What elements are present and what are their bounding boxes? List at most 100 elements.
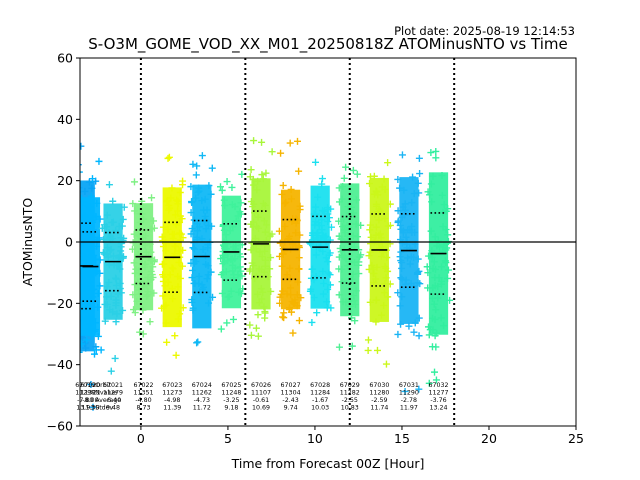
data-point xyxy=(440,322,448,330)
orbit-stat-value: 11.97 xyxy=(400,405,418,412)
data-point xyxy=(319,290,327,298)
data-point xyxy=(160,223,168,231)
data-point xyxy=(343,262,351,270)
data-point xyxy=(117,289,125,297)
data-point xyxy=(108,219,116,227)
data-point xyxy=(159,243,167,251)
chart-title: S-O3M_GOME_VOD_XX_M01_20250818Z ATOMinus… xyxy=(88,35,567,54)
x-tick-label: 15 xyxy=(394,431,410,446)
data-point xyxy=(408,228,416,236)
data-point xyxy=(380,289,388,297)
data-point xyxy=(209,293,217,301)
data-point xyxy=(232,242,240,250)
data-point xyxy=(357,221,365,229)
orbit-stat-value: -2.78 xyxy=(401,397,417,404)
data-point xyxy=(339,298,347,306)
data-point xyxy=(95,157,103,165)
data-point xyxy=(103,211,111,219)
orbit-stat-value: 11280 xyxy=(369,390,389,397)
data-point xyxy=(372,223,380,231)
data-point xyxy=(437,314,445,322)
data-point xyxy=(96,215,104,223)
data-point xyxy=(349,232,357,240)
data-point xyxy=(130,230,138,238)
data-point xyxy=(367,233,375,241)
data-point xyxy=(327,223,335,231)
x-tick-label: 20 xyxy=(481,431,497,446)
data-point xyxy=(335,291,343,299)
data-point xyxy=(87,282,95,290)
data-point xyxy=(341,226,349,234)
data-point xyxy=(101,317,109,325)
data-point xyxy=(320,207,328,215)
orbit-stat-value: 67023 xyxy=(162,382,182,389)
data-point xyxy=(310,294,318,302)
data-point xyxy=(336,244,344,252)
data-point xyxy=(372,318,380,326)
data-point xyxy=(433,242,441,250)
data-point xyxy=(400,186,408,194)
data-point xyxy=(195,187,203,195)
stats-header-label: Nvalue xyxy=(95,390,117,397)
data-point xyxy=(404,254,412,262)
data-point xyxy=(87,192,95,200)
orbit-stat-value: -4.80 xyxy=(135,397,151,404)
data-point xyxy=(402,233,410,241)
data-point xyxy=(295,242,303,250)
data-point xyxy=(293,291,301,299)
data-point xyxy=(199,245,207,253)
data-point xyxy=(353,170,361,178)
data-point xyxy=(159,277,167,285)
data-point xyxy=(295,317,303,325)
data-point xyxy=(405,322,413,330)
data-point xyxy=(345,223,353,231)
data-point xyxy=(262,236,270,244)
data-point xyxy=(103,244,111,252)
data-point xyxy=(203,206,211,214)
data-point xyxy=(135,286,143,294)
data-point xyxy=(366,221,374,229)
data-point xyxy=(351,258,359,266)
data-point xyxy=(267,287,275,295)
data-point xyxy=(119,254,127,262)
data-point xyxy=(318,180,326,188)
data-point xyxy=(81,187,89,195)
data-point xyxy=(131,207,139,215)
data-point xyxy=(268,148,276,156)
data-point xyxy=(139,306,147,314)
data-point xyxy=(312,272,320,280)
data-point xyxy=(261,201,269,209)
data-point xyxy=(338,223,346,231)
data-point xyxy=(90,350,98,358)
data-point xyxy=(174,315,182,323)
data-point xyxy=(338,278,346,286)
data-point xyxy=(432,376,440,384)
data-point xyxy=(296,231,304,239)
data-point xyxy=(278,262,286,270)
data-point xyxy=(444,205,452,213)
data-point xyxy=(179,181,187,189)
data-point xyxy=(149,263,157,271)
data-point xyxy=(276,299,284,307)
data-point xyxy=(261,247,269,255)
data-point xyxy=(320,279,328,287)
data-point xyxy=(204,271,212,279)
data-point xyxy=(111,354,119,362)
data-point xyxy=(292,229,300,237)
data-point xyxy=(89,226,97,234)
data-point xyxy=(217,271,225,279)
data-point xyxy=(150,217,158,225)
data-point xyxy=(416,170,424,178)
data-point xyxy=(292,219,300,227)
data-point xyxy=(221,245,229,253)
data-point xyxy=(95,234,103,242)
data-point xyxy=(443,244,451,252)
data-point xyxy=(132,265,140,273)
data-point xyxy=(314,228,322,236)
data-point xyxy=(282,198,290,206)
data-point xyxy=(249,262,257,270)
